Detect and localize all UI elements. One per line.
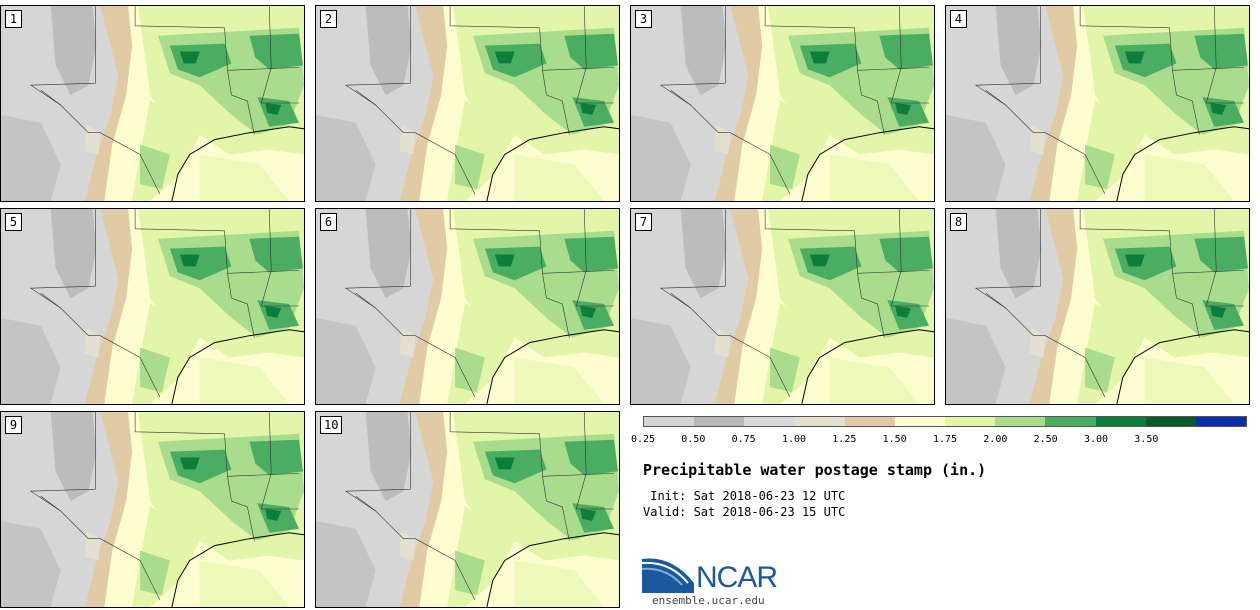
map-icon [631, 209, 934, 404]
panel-number: 4 [950, 10, 967, 28]
colorbar-segment [1195, 417, 1247, 426]
map-icon [946, 209, 1249, 404]
map-icon [316, 6, 619, 201]
member-panel: 9 [0, 411, 305, 608]
panel-number: 8 [950, 213, 967, 231]
colorbar-tick-label: 3.50 [1134, 434, 1159, 445]
colorbar-segment [744, 417, 795, 426]
map-icon [1, 209, 304, 404]
member-panel: 6 [315, 208, 620, 405]
panel-number: 9 [5, 416, 22, 434]
member-panel: 5 [0, 208, 305, 405]
member-panel: 3 [630, 5, 935, 202]
panel-number: 6 [320, 213, 337, 231]
map-icon [1, 6, 304, 201]
map-icon [631, 6, 934, 201]
member-panel: 8 [945, 208, 1250, 405]
panel-number: 1 [5, 10, 22, 28]
colorbar-segment [794, 417, 845, 426]
colorbar-segment [694, 417, 745, 426]
colorbar [643, 416, 1247, 427]
map-icon [1, 412, 304, 607]
ncar-logo-icon [642, 558, 694, 593]
member-panel: 7 [630, 208, 935, 405]
map-icon [316, 412, 619, 607]
colorbar-segment [1095, 417, 1146, 426]
colorbar-segment [1045, 417, 1096, 426]
colorbar-segment [894, 417, 946, 426]
member-panel: 10 [315, 411, 620, 608]
member-panel: 4 [945, 5, 1250, 202]
colorbar-segment [1145, 417, 1196, 426]
member-panel: 2 [315, 5, 620, 202]
logo-text: NCAR [696, 561, 778, 594]
colorbar-tick-label: 1.25 [832, 434, 857, 445]
colorbar-segment [995, 417, 1046, 426]
panel-number: 5 [5, 213, 22, 231]
colorbar-tick-label: 2.00 [983, 434, 1008, 445]
member-panel: 1 [0, 5, 305, 202]
panel-number: 2 [320, 10, 337, 28]
valid-time: Valid: Sat 2018-06-23 15 UTC [643, 505, 846, 519]
map-icon [316, 209, 619, 404]
colorbar-tick-label: 3.00 [1083, 434, 1109, 445]
colorbar-tick-label: 0.75 [731, 434, 756, 445]
colorbar-segment [644, 417, 695, 426]
chart-title: Precipitable water postage stamp (in.) [643, 461, 987, 479]
logo-url: ensemble.ucar.edu [652, 594, 765, 607]
colorbar-tick-label: 0.50 [681, 434, 706, 445]
colorbar-tick-label: 1.00 [781, 434, 807, 445]
panel-number: 7 [635, 213, 652, 231]
colorbar-segment [844, 417, 895, 426]
colorbar-tick-label: 1.75 [932, 434, 958, 445]
colorbar-tick-label: 0.25 [630, 434, 656, 445]
colorbar-tick-label: 1.50 [882, 434, 907, 445]
map-icon [946, 6, 1249, 201]
panel-number: 3 [635, 10, 652, 28]
colorbar-segment [945, 417, 996, 426]
init-time: Init: Sat 2018-06-23 12 UTC [643, 489, 846, 503]
colorbar-tick-label: 2.50 [1033, 434, 1058, 445]
panel-number: 10 [320, 416, 343, 434]
